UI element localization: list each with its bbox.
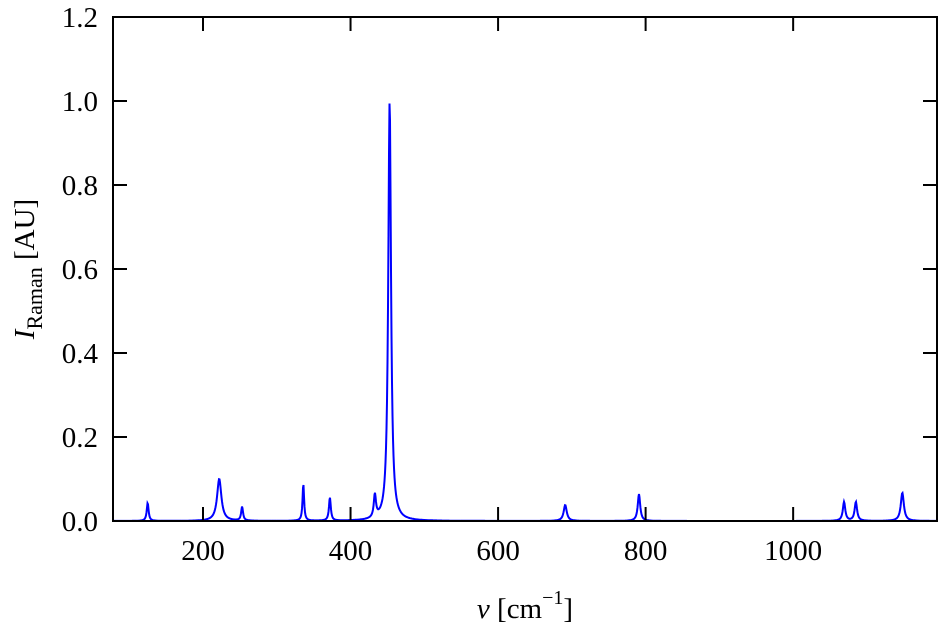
y-tick-label: 0.8 (62, 170, 98, 202)
x-axis-ticks (201, 17, 795, 521)
y-tick-label: 0.2 (62, 422, 98, 454)
y-axis-ticks (113, 100, 937, 438)
x-tick-label: 1000 (764, 535, 822, 567)
x-tick-label: 800 (624, 535, 668, 567)
spectrum-line (113, 103, 937, 521)
y-tick-label: 0.0 (62, 506, 98, 538)
y-tick-label: 0.6 (62, 254, 98, 286)
x-tick-label: 200 (181, 535, 225, 567)
y-axis-tick-labels: 0.0 0.2 0.4 0.6 0.8 1.0 1.2 (62, 2, 99, 538)
x-tick-label: 600 (476, 535, 520, 567)
y-axis-label: IRaman [AU] (9, 199, 47, 340)
x-axis-tick-labels: 200 400 600 800 1000 (181, 535, 822, 567)
y-tick-label: 1.2 (62, 2, 98, 34)
x-tick-label: 400 (329, 535, 373, 567)
plot-frame (112, 16, 938, 522)
x-axis-label: v [cm−1] (477, 587, 573, 625)
y-tick-label: 1.0 (62, 86, 98, 118)
plot-area (113, 103, 937, 521)
y-tick-label: 0.4 (62, 338, 99, 370)
